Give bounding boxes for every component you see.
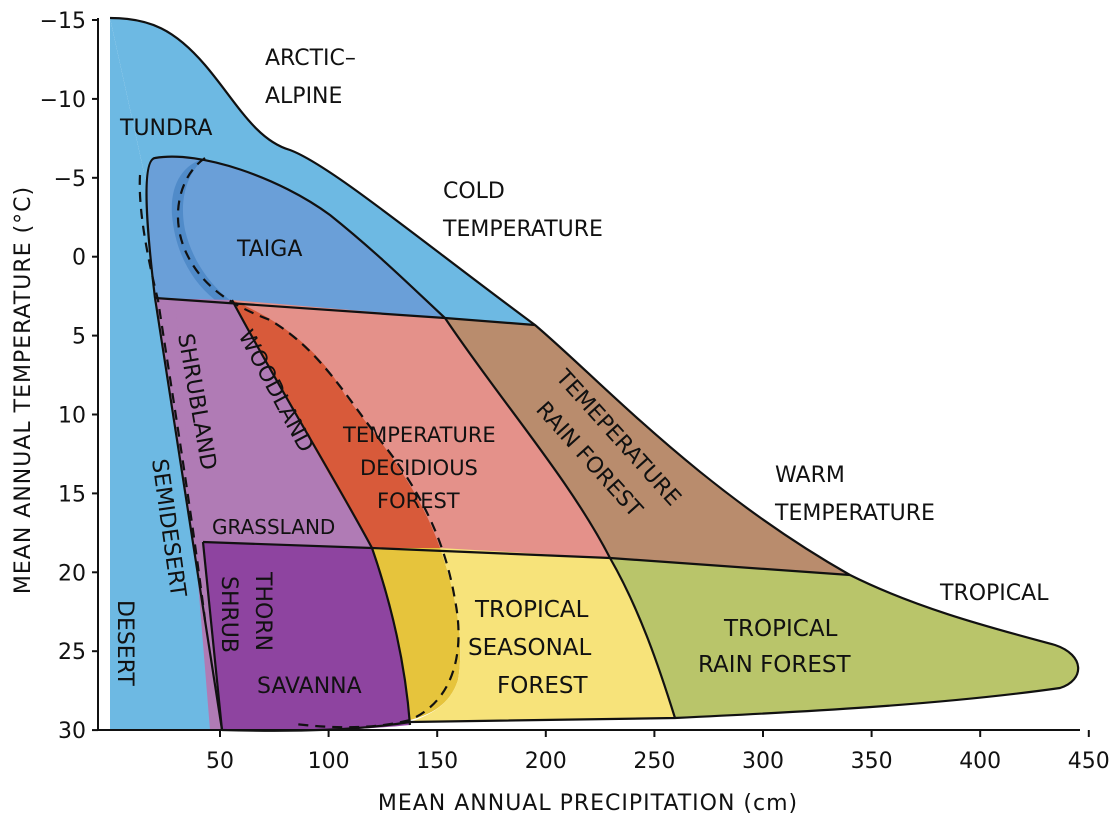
zone-tropical: TROPICAL [939,581,1049,606]
label-shrub: SHRUB [216,576,241,653]
x-axis-label: MEAN ANNUAL PRECIPITATION (cm) [378,791,798,816]
x-tick-label: 350 [851,749,893,774]
taiga-dark-band [171,158,230,300]
taiga-region [146,156,446,318]
y-tick-label: 25 [58,640,86,665]
label-tropical-rainforest-1: TROPICAL [723,616,838,642]
y-tick-label: 5 [72,325,86,350]
x-tick-label: 400 [959,749,1001,774]
label-tropical-seasonal-2: SEASONAL [468,635,592,661]
woodland-boundary [231,299,412,726]
woodland-region [232,300,440,548]
dashed-boundary-taiga [176,157,460,729]
zone-arctic-alpine-1: ARCTIC– [265,46,356,71]
tropical-rainforest-region [610,558,1079,718]
x-tick-label: 100 [308,749,350,774]
label-temperate-deciduous-2: DECIDIOUS [360,456,478,480]
label-tropical-seasonal-1: TROPICAL [474,597,589,623]
x-tick-label: 50 [206,749,234,774]
desert-boundary [153,297,224,731]
x-tick-label: 300 [742,749,784,774]
zone-arctic-alpine-2: ALPINE [265,84,342,109]
y-tick-label: 15 [58,482,86,507]
y-tick-label: 10 [58,404,86,429]
label-temperate-deciduous-1: TEMPERATURE [342,423,496,447]
savanna-region [203,542,410,731]
outer-boundary [109,16,1080,724]
line-20c [202,540,851,577]
y-tick-label: 20 [58,561,86,586]
zone-cold-2: TEMPERATURE [442,217,603,242]
rainforest-boundary [444,317,677,719]
tropical-seasonal-region [410,548,675,722]
y-axis-label: MEAN ANNUAL TEMPERATURE (°C) [11,186,36,594]
x-tick-label: 250 [633,749,675,774]
label-tropical-seasonal-3: FOREST [497,673,588,699]
zone-warm-1: WARM [775,463,845,488]
label-thorn: THORN [250,571,275,651]
y-tick-label: 0 [72,246,86,271]
y-tick-label: −10 [40,88,86,113]
savanna-light-region [372,548,461,720]
temperate-deciduous-region [232,300,610,558]
label-savanna: SAVANNA [257,674,362,699]
label-taiga: TAIGA [236,237,302,262]
y-tick-label: −5 [54,167,86,192]
label-tundra: TUNDRA [119,116,212,141]
y-tick-label: 30 [58,719,86,744]
temperate-rainforest-region [445,318,850,575]
label-temperate-deciduous-3: FOREST [377,489,460,513]
x-tick-label: 200 [525,749,567,774]
label-tropical-rainforest-2: RAIN FOREST [698,652,852,678]
zone-cold-1: COLD [443,179,505,204]
grassland-boundary [201,541,224,731]
shrubland-region [155,298,372,730]
x-tick-label: 150 [416,749,458,774]
label-desert: DESERT [112,600,137,686]
zone-warm-2: TEMPERATURE [774,501,935,526]
label-grassland: GRASSLAND [212,515,335,539]
y-tick-label: −15 [40,9,86,34]
dashed-boundary-west [138,174,207,621]
x-tick-label: 450 [1068,749,1110,774]
taiga-boundary [145,155,446,319]
